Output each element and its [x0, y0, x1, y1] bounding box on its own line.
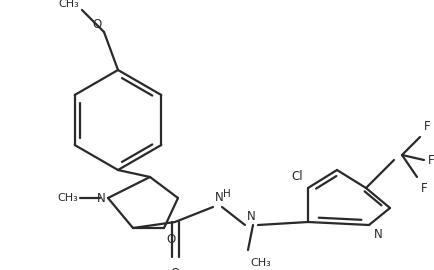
Text: N: N — [97, 191, 106, 204]
Text: F: F — [421, 182, 427, 195]
Text: F: F — [428, 154, 434, 167]
Text: CH₃: CH₃ — [250, 258, 271, 268]
Text: CH₃: CH₃ — [58, 0, 79, 9]
Text: Cl: Cl — [291, 170, 303, 183]
Text: CH₃: CH₃ — [57, 193, 78, 203]
Text: N: N — [247, 210, 256, 223]
Text: O: O — [93, 18, 102, 31]
Text: H: H — [223, 189, 231, 199]
Text: O: O — [171, 267, 180, 270]
Text: N: N — [374, 228, 383, 241]
Text: F: F — [424, 120, 431, 133]
Text: N: N — [215, 191, 224, 204]
Text: O: O — [166, 233, 175, 246]
